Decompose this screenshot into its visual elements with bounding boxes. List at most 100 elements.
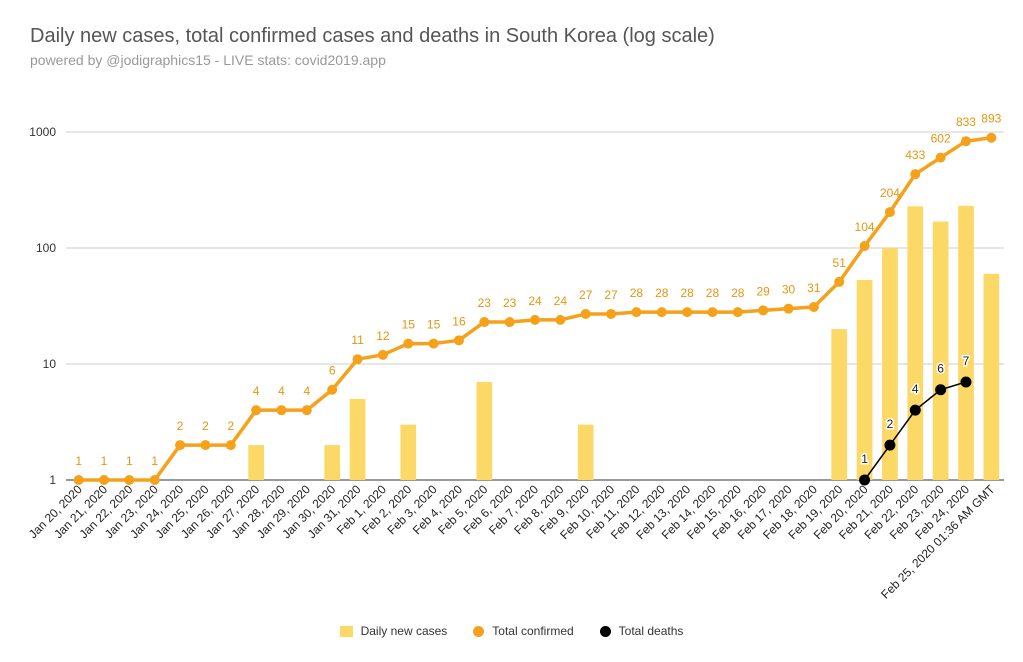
data-label-confirmed: 2: [177, 419, 184, 433]
point-total-confirmed: [808, 302, 819, 313]
data-label-confirmed: 15: [427, 318, 441, 332]
data-label-confirmed: 51: [833, 256, 847, 270]
bar-daily-new-cases: [400, 424, 417, 480]
point-total-deaths: [859, 474, 871, 486]
data-label-deaths: 7: [963, 354, 970, 368]
data-label-confirmed: 28: [655, 286, 669, 300]
point-total-confirmed: [884, 207, 895, 218]
point-total-confirmed: [504, 317, 515, 328]
point-total-confirmed: [631, 307, 642, 318]
point-total-confirmed: [758, 305, 769, 316]
data-label-confirmed: 16: [452, 314, 466, 328]
legend-label-daily: Daily new cases: [360, 624, 448, 638]
bar-daily-new-cases: [907, 206, 924, 480]
legend-label-confirmed: Total confirmed: [492, 624, 574, 638]
point-total-confirmed: [910, 169, 921, 180]
data-label-confirmed: 12: [376, 329, 390, 343]
data-label-confirmed: 4: [303, 384, 310, 398]
legend-label-deaths: Total deaths: [618, 624, 684, 638]
point-total-confirmed: [606, 308, 617, 319]
legend-swatch-daily: [339, 625, 353, 637]
point-total-confirmed: [783, 303, 794, 314]
data-label-confirmed: 104: [855, 220, 875, 234]
data-label-confirmed: 204: [880, 186, 900, 200]
point-total-confirmed: [403, 338, 414, 349]
point-total-confirmed: [149, 475, 160, 485]
chart-subtitle: powered by @jodigraphics15 - LIVE stats:…: [30, 52, 386, 68]
point-total-confirmed: [656, 307, 667, 318]
data-label-deaths: 2: [887, 417, 894, 431]
data-label-confirmed: 433: [905, 148, 925, 162]
bar-daily-new-cases: [349, 398, 366, 480]
point-total-confirmed: [986, 132, 997, 143]
point-total-confirmed: [859, 241, 870, 252]
data-label-confirmed: 833: [956, 115, 976, 129]
bar-daily-new-cases: [248, 445, 264, 480]
point-total-confirmed: [251, 405, 262, 416]
point-total-confirmed: [377, 349, 388, 360]
legend-item-deaths[interactable]: Total deaths: [599, 624, 684, 638]
data-label-confirmed: 29: [756, 284, 770, 298]
data-label-confirmed: 23: [503, 296, 517, 310]
point-total-confirmed: [73, 475, 84, 485]
data-label-confirmed: 27: [579, 288, 593, 302]
point-total-confirmed: [935, 152, 946, 163]
data-label-confirmed: 28: [731, 286, 745, 300]
point-total-confirmed: [428, 338, 439, 349]
point-total-confirmed: [682, 307, 693, 318]
point-total-confirmed: [200, 440, 211, 451]
point-total-deaths: [884, 439, 896, 451]
point-total-confirmed: [352, 354, 363, 365]
point-total-confirmed: [580, 308, 591, 319]
legend-item-daily[interactable]: Daily new cases: [339, 624, 448, 638]
legend-item-confirmed[interactable]: Total confirmed: [473, 624, 574, 638]
bar-daily-new-cases: [932, 221, 949, 481]
data-label-confirmed: 4: [278, 384, 285, 398]
data-label-confirmed: 15: [402, 318, 416, 332]
data-label-confirmed: 28: [630, 286, 644, 300]
point-total-deaths: [935, 384, 947, 396]
bar-daily-new-cases: [856, 279, 873, 480]
point-total-confirmed: [834, 276, 845, 287]
data-label-confirmed: 31: [807, 281, 821, 295]
legend-swatch-deaths: [599, 625, 611, 637]
y-tick-label: 1: [49, 473, 56, 487]
point-total-confirmed: [124, 475, 135, 485]
point-total-confirmed: [276, 405, 287, 416]
data-label-confirmed: 602: [931, 132, 951, 146]
bar-daily-new-cases: [983, 273, 1000, 480]
data-label-confirmed: 1: [151, 454, 158, 468]
chart-title: Daily new cases, total confirmed cases a…: [30, 25, 715, 47]
point-total-confirmed: [175, 440, 186, 451]
bar-daily-new-cases: [476, 381, 493, 480]
bar-daily-new-cases: [958, 205, 974, 480]
point-total-confirmed: [301, 405, 312, 416]
point-total-confirmed: [453, 335, 464, 346]
point-total-deaths: [960, 376, 972, 388]
data-label-confirmed: 2: [227, 419, 234, 433]
point-total-confirmed: [732, 307, 743, 318]
data-label-confirmed: 28: [680, 286, 694, 300]
data-label-confirmed: 2: [202, 419, 209, 433]
data-label-confirmed: 28: [706, 286, 720, 300]
data-label-confirmed: 1: [101, 454, 108, 468]
data-label-deaths: 6: [937, 362, 944, 376]
point-total-confirmed: [99, 475, 110, 485]
y-tick-label: 10: [43, 357, 57, 371]
point-total-confirmed: [960, 136, 971, 147]
point-total-deaths: [909, 404, 921, 416]
bar-daily-new-cases: [577, 424, 594, 480]
data-label-confirmed: 1: [75, 454, 82, 468]
data-label-confirmed: 24: [554, 294, 568, 308]
data-label-confirmed: 24: [528, 294, 542, 308]
data-label-confirmed: 893: [981, 112, 1001, 126]
bar-daily-new-cases: [831, 329, 848, 480]
point-total-confirmed: [707, 307, 718, 318]
point-total-confirmed: [225, 440, 236, 451]
data-label-confirmed: 23: [478, 296, 492, 310]
legend: Daily new cases Total confirmed Total de…: [0, 624, 1023, 638]
point-total-confirmed: [530, 314, 540, 325]
data-label-deaths: 4: [912, 382, 919, 396]
legend-swatch-confirmed: [473, 625, 485, 637]
